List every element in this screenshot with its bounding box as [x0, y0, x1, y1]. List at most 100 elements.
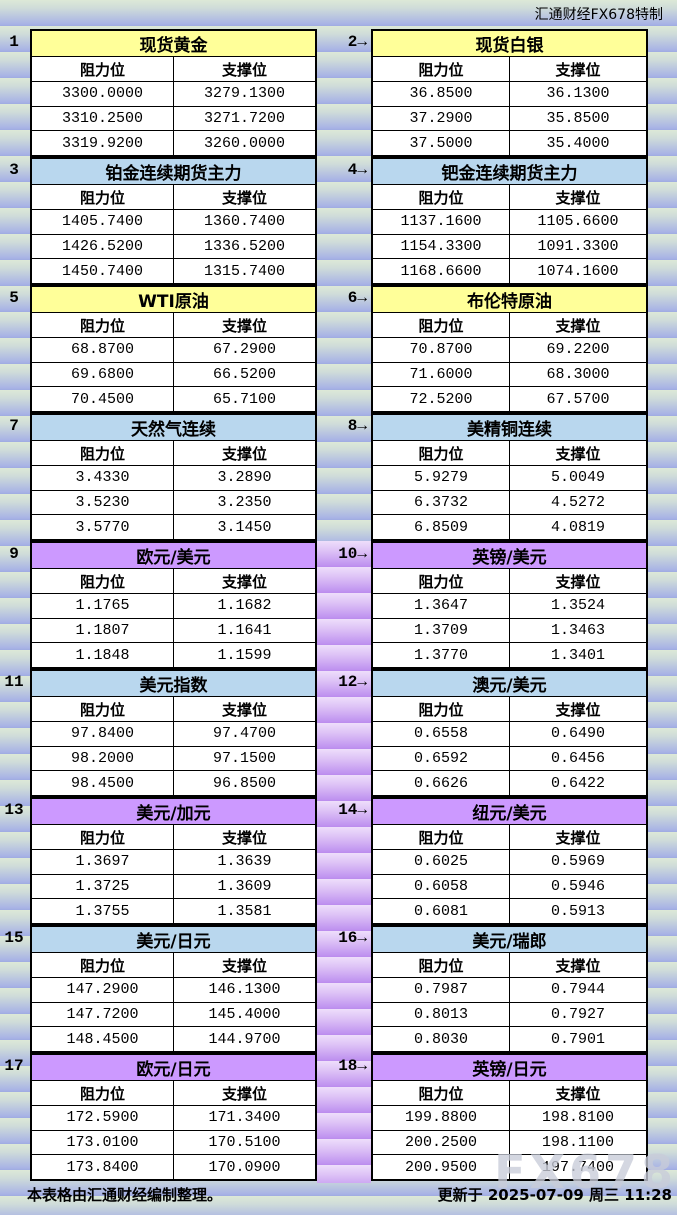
- support-value-cell[interactable]: 1.3639: [173, 849, 317, 875]
- resistance-header-cell[interactable]: 阻力位: [30, 952, 174, 978]
- resistance-value-cell[interactable]: 1.3755: [30, 898, 174, 925]
- resistance-value-cell[interactable]: 68.8700: [30, 337, 174, 363]
- resistance-value-cell[interactable]: 1168.6600: [371, 258, 510, 285]
- panel-title-cell[interactable]: 纽元/美元: [371, 797, 648, 825]
- support-value-cell[interactable]: 0.7944: [509, 977, 648, 1003]
- support-header-cell[interactable]: 支撑位: [173, 56, 317, 82]
- resistance-header-cell[interactable]: 阻力位: [30, 696, 174, 722]
- resistance-value-cell[interactable]: 98.4500: [30, 770, 174, 797]
- resistance-value-cell[interactable]: 199.8800: [371, 1105, 510, 1131]
- support-header-cell[interactable]: 支撑位: [509, 824, 648, 850]
- support-value-cell[interactable]: 69.2200: [509, 337, 648, 363]
- panel-title-cell[interactable]: WTI原油: [30, 285, 317, 313]
- support-value-cell[interactable]: 0.5913: [509, 898, 648, 925]
- resistance-value-cell[interactable]: 37.5000: [371, 130, 510, 157]
- support-value-cell[interactable]: 1074.1600: [509, 258, 648, 285]
- resistance-value-cell[interactable]: 173.8400: [30, 1154, 174, 1181]
- resistance-value-cell[interactable]: 0.8013: [371, 1001, 510, 1028]
- support-header-cell[interactable]: 支撑位: [173, 184, 317, 210]
- support-value-cell[interactable]: 4.5272: [509, 489, 648, 516]
- resistance-value-cell[interactable]: 0.8030: [371, 1026, 510, 1053]
- resistance-header-cell[interactable]: 阻力位: [371, 56, 510, 82]
- resistance-value-cell[interactable]: 0.6025: [371, 849, 510, 875]
- support-header-cell[interactable]: 支撑位: [173, 1080, 317, 1106]
- support-value-cell[interactable]: 198.1100: [509, 1129, 648, 1156]
- resistance-value-cell[interactable]: 1.3770: [371, 642, 510, 669]
- support-value-cell[interactable]: 3.1450: [173, 514, 317, 541]
- panel-title-cell[interactable]: 天然气连续: [30, 413, 317, 441]
- support-value-cell[interactable]: 36.1300: [509, 81, 648, 107]
- resistance-header-cell[interactable]: 阻力位: [30, 184, 174, 210]
- resistance-header-cell[interactable]: 阻力位: [371, 696, 510, 722]
- support-header-cell[interactable]: 支撑位: [173, 696, 317, 722]
- support-header-cell[interactable]: 支撑位: [509, 56, 648, 82]
- support-value-cell[interactable]: 96.8500: [173, 770, 317, 797]
- support-value-cell[interactable]: 67.5700: [509, 386, 648, 413]
- resistance-header-cell[interactable]: 阻力位: [371, 568, 510, 594]
- support-value-cell[interactable]: 170.0900: [173, 1154, 317, 1181]
- resistance-value-cell[interactable]: 69.6800: [30, 361, 174, 388]
- resistance-value-cell[interactable]: 1426.5200: [30, 233, 174, 260]
- resistance-value-cell[interactable]: 0.6592: [371, 745, 510, 772]
- support-value-cell[interactable]: 1336.5200: [173, 233, 317, 260]
- resistance-value-cell[interactable]: 71.6000: [371, 361, 510, 388]
- support-value-cell[interactable]: 67.2900: [173, 337, 317, 363]
- support-value-cell[interactable]: 1.3524: [509, 593, 648, 619]
- support-value-cell[interactable]: 0.5946: [509, 873, 648, 900]
- panel-title-cell[interactable]: 布伦特原油: [371, 285, 648, 313]
- resistance-value-cell[interactable]: 3310.2500: [30, 105, 174, 132]
- resistance-value-cell[interactable]: 70.8700: [371, 337, 510, 363]
- support-header-cell[interactable]: 支撑位: [173, 312, 317, 338]
- resistance-value-cell[interactable]: 5.9279: [371, 465, 510, 491]
- support-value-cell[interactable]: 1.1599: [173, 642, 317, 669]
- support-value-cell[interactable]: 35.4000: [509, 130, 648, 157]
- support-value-cell[interactable]: 1360.7400: [173, 209, 317, 235]
- support-value-cell[interactable]: 0.7927: [509, 1001, 648, 1028]
- resistance-value-cell[interactable]: 1.1807: [30, 617, 174, 644]
- support-value-cell[interactable]: 4.0819: [509, 514, 648, 541]
- support-value-cell[interactable]: 1.3581: [173, 898, 317, 925]
- resistance-value-cell[interactable]: 172.5900: [30, 1105, 174, 1131]
- resistance-value-cell[interactable]: 1.3709: [371, 617, 510, 644]
- resistance-value-cell[interactable]: 72.5200: [371, 386, 510, 413]
- panel-title-cell[interactable]: 铂金连续期货主力: [30, 157, 317, 185]
- support-value-cell[interactable]: 35.8500: [509, 105, 648, 132]
- support-value-cell[interactable]: 0.6422: [509, 770, 648, 797]
- support-value-cell[interactable]: 0.7901: [509, 1026, 648, 1053]
- support-header-cell[interactable]: 支撑位: [509, 1080, 648, 1106]
- resistance-value-cell[interactable]: 3.5230: [30, 489, 174, 516]
- support-header-cell[interactable]: 支撑位: [509, 184, 648, 210]
- resistance-value-cell[interactable]: 1154.3300: [371, 233, 510, 260]
- support-value-cell[interactable]: 3271.7200: [173, 105, 317, 132]
- panel-title-cell[interactable]: 美元/瑞郎: [371, 925, 648, 953]
- support-header-cell[interactable]: 支撑位: [173, 568, 317, 594]
- support-header-cell[interactable]: 支撑位: [173, 952, 317, 978]
- resistance-value-cell[interactable]: 200.9500: [371, 1154, 510, 1181]
- resistance-header-cell[interactable]: 阻力位: [371, 312, 510, 338]
- support-value-cell[interactable]: 0.6456: [509, 745, 648, 772]
- resistance-header-cell[interactable]: 阻力位: [371, 952, 510, 978]
- support-header-cell[interactable]: 支撑位: [173, 824, 317, 850]
- resistance-value-cell[interactable]: 1.1848: [30, 642, 174, 669]
- resistance-header-cell[interactable]: 阻力位: [30, 824, 174, 850]
- resistance-value-cell[interactable]: 147.7200: [30, 1001, 174, 1028]
- support-value-cell[interactable]: 0.6490: [509, 721, 648, 747]
- resistance-value-cell[interactable]: 6.3732: [371, 489, 510, 516]
- resistance-value-cell[interactable]: 1.3647: [371, 593, 510, 619]
- resistance-value-cell[interactable]: 0.6558: [371, 721, 510, 747]
- resistance-value-cell[interactable]: 3300.0000: [30, 81, 174, 107]
- resistance-header-cell[interactable]: 阻力位: [371, 1080, 510, 1106]
- resistance-header-cell[interactable]: 阻力位: [371, 184, 510, 210]
- panel-title-cell[interactable]: 英镑/美元: [371, 541, 648, 569]
- resistance-value-cell[interactable]: 1450.7400: [30, 258, 174, 285]
- resistance-value-cell[interactable]: 97.8400: [30, 721, 174, 747]
- support-value-cell[interactable]: 1105.6600: [509, 209, 648, 235]
- support-value-cell[interactable]: 171.3400: [173, 1105, 317, 1131]
- resistance-value-cell[interactable]: 3.5770: [30, 514, 174, 541]
- support-value-cell[interactable]: 146.1300: [173, 977, 317, 1003]
- support-value-cell[interactable]: 97.4700: [173, 721, 317, 747]
- support-value-cell[interactable]: 1.1641: [173, 617, 317, 644]
- support-value-cell[interactable]: 1.3463: [509, 617, 648, 644]
- resistance-value-cell[interactable]: 37.2900: [371, 105, 510, 132]
- panel-title-cell[interactable]: 现货白银: [371, 29, 648, 57]
